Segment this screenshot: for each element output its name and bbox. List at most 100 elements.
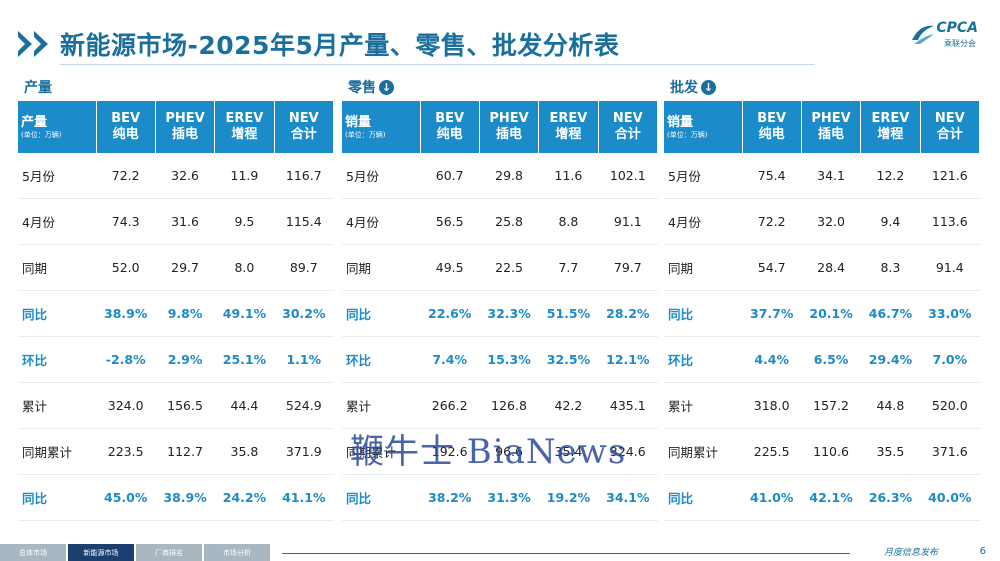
table-row: 同期累计 225.5 110.6 35.5 371.6 bbox=[664, 428, 980, 475]
row-label: 累计 bbox=[342, 382, 420, 429]
cell-value: 91.4 bbox=[920, 244, 980, 291]
footer-tab[interactable]: 新能源市场 bbox=[68, 544, 134, 561]
row-label: 累计 bbox=[18, 382, 96, 429]
cell-value: 2.9% bbox=[155, 336, 215, 383]
table-row: 同期 54.7 28.4 8.3 91.4 bbox=[664, 244, 980, 291]
cell-value: 7.0% bbox=[920, 336, 980, 383]
row-label: 同期累计 bbox=[664, 428, 742, 475]
header-cell-phev: PHEV 插电 bbox=[155, 101, 216, 153]
header-cell-phev: PHEV 插电 bbox=[479, 101, 540, 153]
header-code: EREV bbox=[871, 111, 910, 126]
cell-value: 41.0% bbox=[742, 474, 802, 521]
cell-value: 29.4% bbox=[860, 336, 921, 383]
row-label: 环比 bbox=[342, 336, 420, 383]
row-label: 4月份 bbox=[18, 198, 96, 245]
cell-value: 96.6 bbox=[479, 428, 539, 475]
header-cn: 合计 bbox=[614, 127, 641, 142]
cell-value: 35.8 bbox=[214, 428, 275, 475]
table-header-row: 销量 (单位：万辆) BEV 纯电 PHEV 插电 EREV 增程 NEV 合计 bbox=[664, 101, 981, 153]
cell-value: 520.0 bbox=[920, 382, 980, 429]
header-code: EREV bbox=[225, 111, 264, 126]
cell-value: 192.6 bbox=[420, 428, 480, 475]
cell-value: 34.1% bbox=[598, 474, 658, 521]
cell-value: 6.5% bbox=[801, 336, 861, 383]
cell-value: 102.1 bbox=[598, 153, 658, 199]
cell-value: 19.2% bbox=[538, 474, 599, 521]
cell-value: 49.5 bbox=[420, 244, 480, 291]
row-label: 同比 bbox=[342, 474, 420, 521]
cell-value: 28.2% bbox=[598, 290, 658, 337]
header-metric-label: 产量 bbox=[21, 114, 48, 130]
header-cn: 插电 bbox=[496, 127, 523, 142]
cell-value: 371.6 bbox=[920, 428, 980, 475]
header-code: NEV bbox=[934, 111, 965, 126]
cell-value: 46.7% bbox=[860, 290, 921, 337]
table-row: 累计 324.0 156.5 44.4 524.9 bbox=[18, 382, 334, 429]
header-code: EREV bbox=[549, 111, 588, 126]
cell-value: 24.2% bbox=[214, 474, 275, 521]
cell-value: 225.5 bbox=[742, 428, 802, 475]
cell-value: 7.4% bbox=[420, 336, 480, 383]
cell-value: -2.8% bbox=[96, 336, 156, 383]
footer-tab[interactable]: 总体市场 bbox=[0, 544, 66, 561]
footer-tabs: 总体市场 新能源市场 厂商排名 市场分析 bbox=[0, 544, 272, 561]
panel-label: 批发 ↓ bbox=[670, 76, 980, 98]
cell-value: 28.4 bbox=[801, 244, 861, 291]
cell-value: 8.3 bbox=[860, 244, 921, 291]
panel-1: 零售 ↓ 销量 (单位：万辆) BEV 纯电 PHEV 插电 EREV 增程 NEV 合计 5月份 60.… bbox=[342, 76, 659, 521]
table-row: 5月份 60.7 29.8 11.6 102.1 bbox=[342, 153, 658, 199]
cell-value: 89.7 bbox=[274, 244, 334, 291]
table-row: 累计 318.0 157.2 44.8 520.0 bbox=[664, 382, 980, 429]
cell-value: 121.6 bbox=[920, 153, 980, 199]
cell-value: 126.8 bbox=[479, 382, 539, 429]
row-label: 同比 bbox=[18, 290, 96, 337]
cell-value: 11.9 bbox=[214, 153, 275, 199]
cell-value: 318.0 bbox=[742, 382, 802, 429]
logo-swirl-icon bbox=[912, 25, 934, 44]
cell-value: 12.2 bbox=[860, 153, 921, 199]
cell-value: 4.4% bbox=[742, 336, 802, 383]
header-cn: 增程 bbox=[231, 127, 258, 142]
table-row: 同期 52.0 29.7 8.0 89.7 bbox=[18, 244, 334, 291]
cell-value: 1.1% bbox=[274, 336, 334, 383]
cell-value: 7.7 bbox=[538, 244, 599, 291]
cell-value: 56.5 bbox=[420, 198, 480, 245]
footer-tab[interactable]: 厂商排名 bbox=[136, 544, 202, 561]
row-label: 4月份 bbox=[342, 198, 420, 245]
row-label: 同比 bbox=[664, 474, 742, 521]
header-cn: 纯电 bbox=[112, 127, 139, 142]
cell-value: 156.5 bbox=[155, 382, 215, 429]
header-code: NEV bbox=[288, 111, 319, 126]
header-code: PHEV bbox=[489, 111, 529, 126]
row-label: 同期累计 bbox=[342, 428, 420, 475]
cell-value: 371.9 bbox=[274, 428, 334, 475]
row-label: 同比 bbox=[342, 290, 420, 337]
cell-value: 110.6 bbox=[801, 428, 861, 475]
cell-value: 79.7 bbox=[598, 244, 658, 291]
table-row: 4月份 56.5 25.8 8.8 91.1 bbox=[342, 198, 658, 245]
row-label: 同期 bbox=[18, 244, 96, 291]
cell-value: 29.7 bbox=[155, 244, 215, 291]
table-row: 5月份 75.4 34.1 12.2 121.6 bbox=[664, 153, 980, 199]
title-bar: 新能源市场-2025年5月产量、零售、批发分析表 bbox=[18, 24, 619, 64]
cell-value: 20.1% bbox=[801, 290, 861, 337]
row-label: 同期 bbox=[664, 244, 742, 291]
page-number: 6 bbox=[979, 546, 986, 557]
table-row: 同比 41.0% 42.1% 26.3% 40.0% bbox=[664, 474, 980, 521]
chevron-icon bbox=[18, 31, 50, 57]
cell-value: 51.5% bbox=[538, 290, 599, 337]
footer-tab[interactable]: 市场分析 bbox=[204, 544, 270, 561]
header-cn: 合计 bbox=[290, 127, 317, 142]
cell-value: 324.6 bbox=[598, 428, 658, 475]
footer: 总体市场 新能源市场 厂商排名 市场分析 月度信息发布 6 bbox=[0, 544, 1000, 561]
table-row: 5月份 72.2 32.6 11.9 116.7 bbox=[18, 153, 334, 199]
cell-value: 9.8% bbox=[155, 290, 215, 337]
header-code: BEV bbox=[435, 111, 465, 126]
panel-label-text: 产量 bbox=[24, 80, 52, 96]
footer-caption: 月度信息发布 bbox=[883, 548, 938, 558]
cell-value: 25.1% bbox=[214, 336, 275, 383]
header-cn: 纯电 bbox=[436, 127, 463, 142]
header-cell-nev: NEV 合计 bbox=[598, 101, 659, 153]
watermark: 鞭牛士 BiaNews bbox=[350, 432, 627, 472]
header-cell-metric: 销量 (单位：万辆) bbox=[342, 101, 421, 153]
